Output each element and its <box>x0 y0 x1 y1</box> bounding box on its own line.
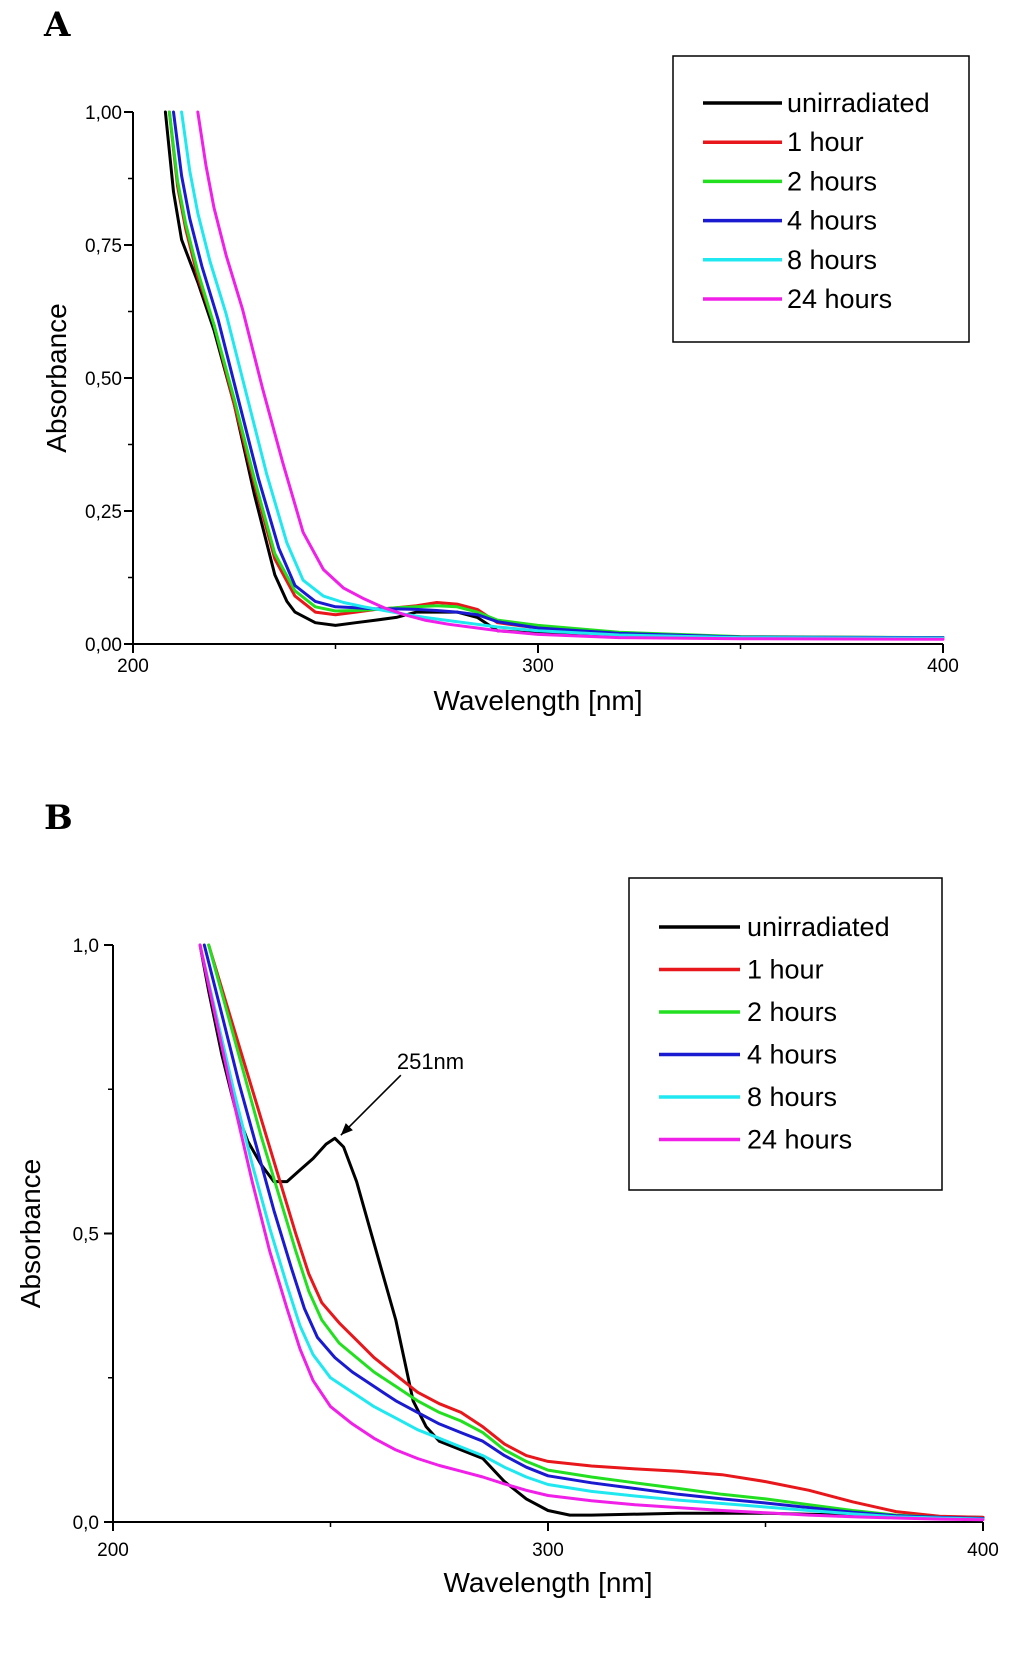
legend-label: 2 hours <box>747 997 837 1027</box>
legend-label: 24 hours <box>787 284 892 314</box>
legend: unirradiated 1 hour 2 hours 4 hours 8 hours 2… <box>672 55 970 343</box>
x-tick-label: 400 <box>967 1540 999 1561</box>
legend-label: 1 hour <box>747 955 824 985</box>
y-axis-title: Absorbance <box>41 303 72 452</box>
series-line-8-hours <box>198 943 985 1521</box>
x-axis-title: Wavelength [nm] <box>433 685 642 716</box>
chart-panel-a: A 0,00 0,25 0,50 0,75 1,00 200 300 400 Wavelength… <box>41 5 970 716</box>
y-tick-label: 0,50 <box>85 369 122 390</box>
y-tick-label: 0,25 <box>85 502 122 523</box>
series-line-2-hours <box>167 110 945 640</box>
series-line-24-hours <box>196 110 945 641</box>
legend-label: 8 hours <box>747 1082 837 1112</box>
x-axis-title: Wavelength [nm] <box>443 1567 652 1598</box>
legend-label: 24 hours <box>747 1125 852 1155</box>
x-tick-label: 300 <box>522 656 554 677</box>
y-tick-label: 0,5 <box>73 1225 99 1246</box>
x-tick-label: 300 <box>532 1540 564 1561</box>
y-tick-label: 0,75 <box>85 236 122 257</box>
y-tick-label: 1,00 <box>85 103 122 124</box>
series-line-2-hours <box>207 943 985 1520</box>
legend-box <box>672 55 970 343</box>
y-tick-label: 1,0 <box>73 936 99 957</box>
series-line-8-hours <box>180 110 945 640</box>
x-tick-label: 400 <box>927 656 959 677</box>
x-tick-label: 200 <box>97 1540 129 1561</box>
y-tick-label: 0,00 <box>85 635 122 656</box>
y-tick-label: 0,0 <box>73 1513 99 1534</box>
annotation-label: 251nm <box>397 1049 464 1074</box>
x-tick-label: 200 <box>117 656 149 677</box>
panel-letter: A <box>43 5 71 45</box>
series-line-4-hours <box>202 943 985 1520</box>
legend-label: 2 hours <box>787 166 877 196</box>
legend-label: 1 hour <box>787 127 864 157</box>
legend-label: unirradiated <box>787 88 930 118</box>
legend-label: 4 hours <box>787 206 877 236</box>
y-axis-title: Absorbance <box>15 1159 46 1308</box>
panel-letter: B <box>44 798 73 838</box>
series-line-1-hour <box>207 943 985 1519</box>
series-line-24-hours <box>198 943 985 1522</box>
series-line-4-hours <box>172 110 945 640</box>
annotation-arrow <box>340 1074 402 1136</box>
chart-panel-b: B 0,0 0,5 1,0 200 300 400 Wavelength [nm] Absorb… <box>15 798 999 1598</box>
legend-label: 4 hours <box>747 1040 837 1070</box>
legend-label: unirradiated <box>747 912 890 942</box>
annotation-arrowhead <box>340 1123 353 1136</box>
legend-label: 8 hours <box>787 245 877 275</box>
legend: unirradiated 1 hour 2 hours 4 hours 8 hours 2… <box>628 877 943 1191</box>
